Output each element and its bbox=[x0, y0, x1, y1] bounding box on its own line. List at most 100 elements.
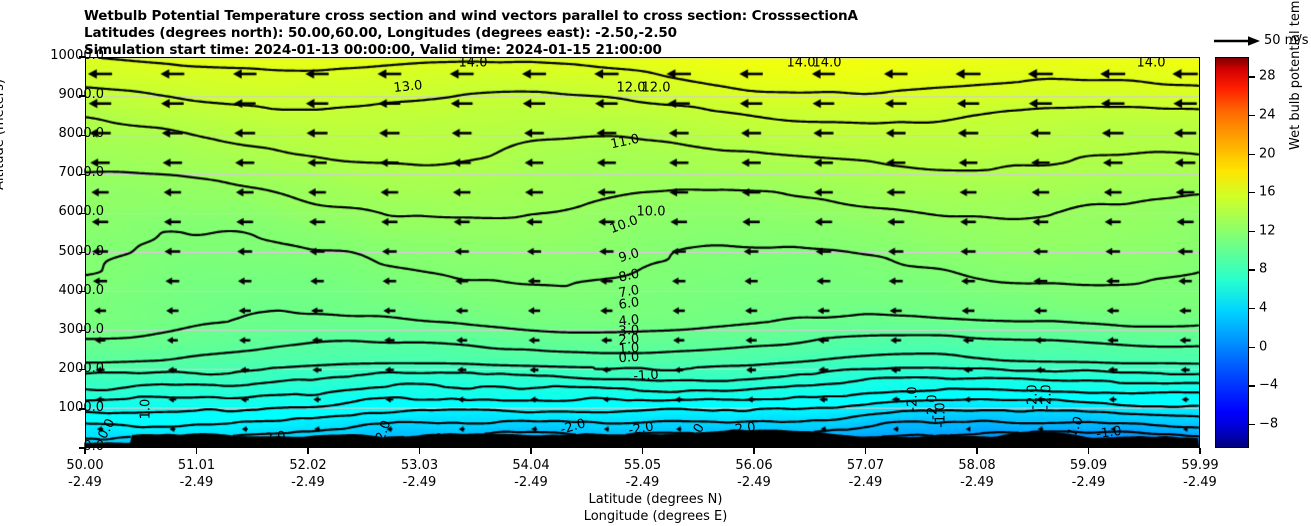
x-tick-label: 58.08 -2.49 bbox=[958, 458, 996, 490]
x-axis-label-lat: Latitude (degrees N) bbox=[588, 492, 723, 507]
colorbar-tick-label: 4 bbox=[1259, 300, 1268, 316]
y-tick-mark bbox=[79, 212, 85, 215]
colorbar-tick-label: −8 bbox=[1259, 416, 1279, 432]
y-tick-label: 2000.0 bbox=[58, 360, 105, 376]
contour-label: -1.0 bbox=[1062, 414, 1088, 444]
page-title: Wetbulb Potential Temperature cross sect… bbox=[84, 8, 858, 24]
colorbar-tick bbox=[1249, 76, 1255, 78]
contour-label: -2.0 bbox=[371, 418, 395, 448]
colorbar-tick-label: 12 bbox=[1259, 223, 1276, 239]
x-tick-label: 50.00 -2.49 bbox=[66, 458, 104, 490]
x-tick-mark bbox=[418, 448, 421, 454]
contour-label: -2.0 bbox=[1025, 384, 1041, 410]
y-tick-mark bbox=[79, 134, 85, 136]
y-tick-label: 6000.0 bbox=[58, 204, 105, 220]
y-tick-label: 3000.0 bbox=[58, 321, 105, 337]
y-tick-mark bbox=[79, 330, 85, 332]
wind-vectors bbox=[86, 58, 1199, 447]
wind-key-label: 50 m/s bbox=[1264, 33, 1309, 48]
x-tick-mark bbox=[84, 448, 86, 454]
x-tick-mark bbox=[1087, 448, 1090, 454]
y-tick-label: 7000.0 bbox=[58, 165, 105, 181]
cross-section-plot[interactable]: 14.0 14.0 14.0 14.0 13.0 12.0 12.0 11.0 10.0 10.0… bbox=[85, 57, 1200, 448]
contour-label: 0.0 bbox=[618, 349, 640, 367]
contour-label: -1.0 bbox=[632, 367, 660, 385]
y-tick-label: 8000.0 bbox=[58, 126, 105, 142]
colorbar-tick-label: 20 bbox=[1259, 146, 1276, 162]
y-tick-label: 4000.0 bbox=[58, 282, 105, 298]
x-tick-mark bbox=[641, 448, 644, 454]
y-tick-mark bbox=[79, 251, 85, 254]
y-tick-label: 0.0 bbox=[83, 439, 104, 454]
x-tick-label: 51.01 -2.49 bbox=[177, 458, 216, 490]
colorbar-tick bbox=[1249, 385, 1255, 387]
y-tick-mark bbox=[79, 56, 85, 58]
contour-label: 10.0 bbox=[607, 213, 641, 237]
colorbar-tick-label: 24 bbox=[1259, 107, 1276, 123]
colorbar-tick-label: 0 bbox=[1259, 339, 1268, 355]
x-tick-mark bbox=[976, 448, 978, 454]
x-tick-mark bbox=[1199, 448, 1201, 454]
x-tick-label: 53.03 -2.49 bbox=[400, 458, 439, 490]
colorbar-tick bbox=[1249, 153, 1255, 155]
contour-label: 0.0 bbox=[95, 416, 119, 442]
contour-label: 1.0 bbox=[138, 398, 154, 420]
x-tick-label: 56.06 -2.49 bbox=[735, 458, 773, 490]
y-tick-label: 1000.0 bbox=[58, 399, 105, 415]
contour-label: 13.0 bbox=[392, 78, 424, 96]
y-tick-mark bbox=[79, 408, 85, 410]
x-tick-label: 57.07 -2.49 bbox=[846, 458, 885, 490]
colorbar-tick bbox=[1249, 308, 1255, 310]
colorbar-tick bbox=[1249, 230, 1255, 233]
contour-label: -2.0 bbox=[905, 386, 921, 412]
colorbar-tick bbox=[1249, 269, 1255, 271]
contour-label: -2.0 bbox=[558, 416, 588, 438]
title-coordinates: Latitudes (degrees north): 50.00,60.00, … bbox=[84, 25, 677, 41]
colorbar-tick bbox=[1249, 423, 1255, 426]
contour-label: 14.0 bbox=[812, 57, 842, 71]
x-axis-label-lon: Longitude (degrees E) bbox=[583, 509, 728, 524]
contour-label: 14.0 bbox=[1136, 57, 1166, 71]
x-tick-label: 59.99 -2.49 bbox=[1181, 458, 1219, 490]
contour-label: -2.0 bbox=[259, 428, 287, 448]
y-tick-label: 5000.0 bbox=[58, 243, 105, 259]
y-tick-mark bbox=[79, 173, 85, 175]
contour-labels: 14.0 14.0 14.0 14.0 13.0 12.0 12.0 11.0 10.0 10.0… bbox=[86, 58, 1199, 447]
colorbar[interactable] bbox=[1215, 57, 1249, 448]
contour-label: 10.0 bbox=[636, 204, 666, 220]
title-times: Simulation start time: 2024-01-13 00:00:… bbox=[84, 42, 662, 58]
colorbar-tick-label: −4 bbox=[1259, 377, 1279, 393]
contour-label: -1.0 bbox=[933, 402, 949, 428]
x-tick-label: 59.09 -2.49 bbox=[1069, 458, 1108, 490]
contour-label: 12.0 bbox=[641, 80, 671, 96]
contour-label: -2.0 bbox=[627, 419, 655, 439]
colorbar-tick bbox=[1249, 114, 1255, 117]
contour-label: 14.0 bbox=[458, 57, 488, 71]
contour-label: -2.0 bbox=[417, 431, 445, 448]
contour-label: -2.0 bbox=[1039, 384, 1055, 410]
x-tick-mark bbox=[307, 448, 309, 454]
wind-vector-key: 50 m/s bbox=[1212, 32, 1311, 52]
colorbar-tick bbox=[1249, 346, 1255, 348]
contour-label: -2.0 bbox=[682, 421, 708, 448]
colorbar-label: Wet bulb potential temperature ˚C bbox=[1288, 0, 1303, 150]
y-tick-mark bbox=[79, 95, 85, 97]
right-arrow-icon bbox=[1214, 36, 1260, 46]
contour-label: 12.0 bbox=[616, 80, 646, 96]
contour-label: -1.0 bbox=[1095, 423, 1123, 443]
contour-label: 9.0 bbox=[616, 245, 642, 267]
contour-label: 6.0 bbox=[617, 295, 641, 313]
y-tick-mark bbox=[79, 447, 85, 449]
y-tick-label: 10000.0 bbox=[50, 48, 104, 63]
y-axis-label: Altitude (meters) bbox=[0, 79, 7, 190]
x-tick-mark bbox=[195, 448, 198, 454]
colorbar-tick-label: 28 bbox=[1259, 68, 1276, 84]
x-tick-mark bbox=[753, 448, 755, 454]
colorbar-tick bbox=[1249, 192, 1255, 194]
x-tick-mark bbox=[530, 448, 532, 454]
x-tick-label: 55.05 -2.49 bbox=[623, 458, 662, 490]
y-tick-mark bbox=[79, 369, 85, 371]
contour-label: -2.0 bbox=[729, 419, 757, 439]
x-tick-label: 54.04 -2.49 bbox=[512, 458, 550, 490]
